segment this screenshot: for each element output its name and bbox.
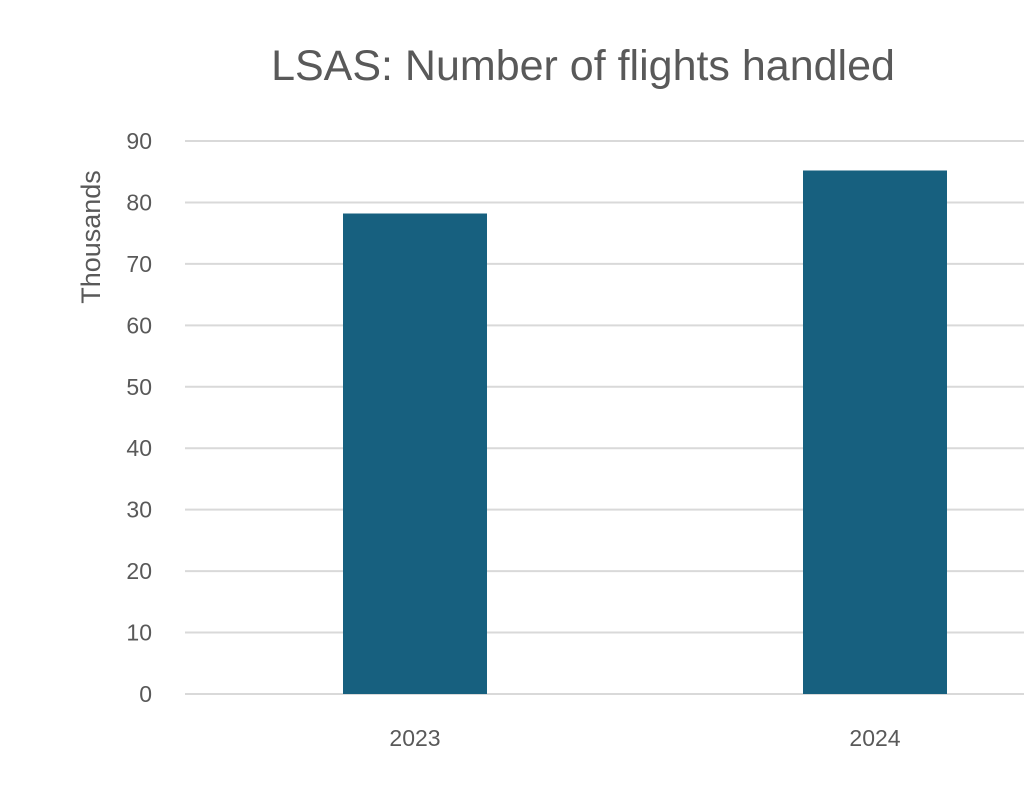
- y-tick-label: 20: [126, 558, 152, 584]
- y-axis-label: Thousands: [76, 170, 106, 304]
- y-tick-label: 70: [126, 251, 152, 277]
- y-tick-label: 10: [126, 620, 152, 646]
- x-tick-label: 2024: [849, 725, 900, 751]
- y-tick-label: 80: [126, 189, 152, 215]
- chart-title: LSAS: Number of flights handled: [271, 42, 895, 90]
- y-tick-label: 50: [126, 374, 152, 400]
- bar-2024: [803, 170, 947, 694]
- y-tick-label: 40: [126, 435, 152, 461]
- y-tick-label: 90: [126, 128, 152, 154]
- y-tick-label: 0: [139, 681, 152, 707]
- y-tick-label: 60: [126, 312, 152, 338]
- y-tick-label: 30: [126, 497, 152, 523]
- x-tick-label: 2023: [389, 725, 440, 751]
- bar-2023: [343, 213, 487, 694]
